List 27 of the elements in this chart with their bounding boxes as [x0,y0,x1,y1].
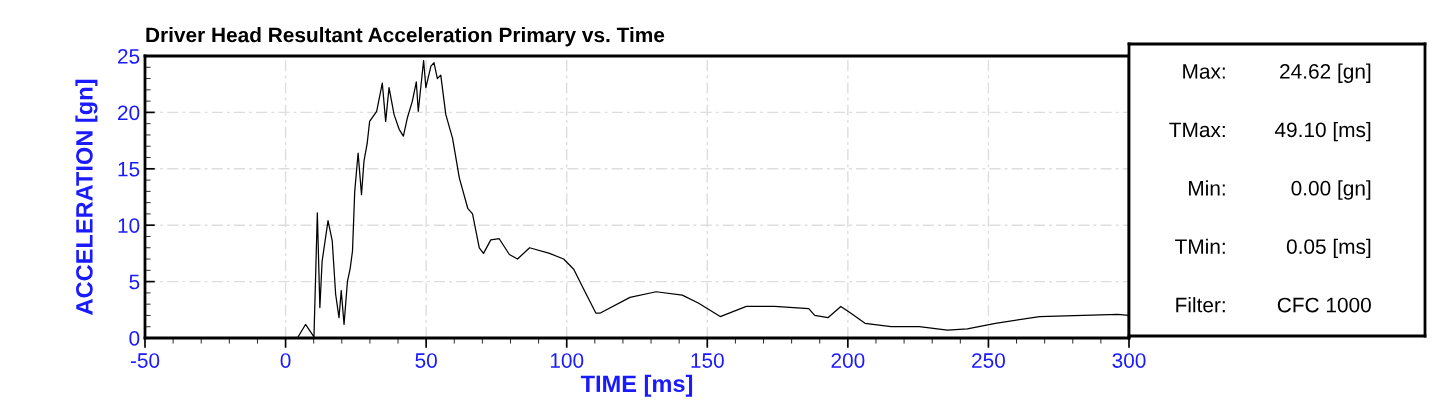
x-tick-label: 200 [831,353,865,368]
x-tick-label: 250 [972,353,1005,368]
text: 0.00 [gn] [1291,180,1371,200]
x-tick-label: -50 [130,353,160,368]
text: 24.62 [gn] [1280,63,1371,83]
text: 0.05 [ms] [1286,238,1371,259]
x-tick-label: 0 [280,353,291,368]
chart-title: Driver Head Resultant Acceleration Primary vs. Time [146,27,665,47]
text: CFC 1000 [1277,297,1371,313]
x-tick-label: 300 [1112,353,1146,368]
x-axis-title: TIME [ms] [580,374,693,397]
y-tick-label: 15 [118,162,140,177]
x-tick-label: 150 [691,353,724,368]
x-tick-label: 50 [415,353,437,368]
y-tick-label: 0 [129,331,140,346]
y-tick-label: 10 [118,218,140,233]
x-tick-label: 100 [550,353,584,368]
y-axis-title: ACCELERATION [gn] [75,79,98,315]
text: TMax: [1169,122,1225,138]
text: Max: [1183,64,1225,79]
y-tick-label: 25 [118,49,140,64]
text: Min: [1189,180,1225,196]
y-tick-label: 20 [118,105,140,121]
text: Filter: [1176,297,1225,313]
text: 49.10 [ms] [1274,121,1371,142]
y-tick-label: 5 [129,274,140,290]
text: TMin: [1175,238,1225,254]
